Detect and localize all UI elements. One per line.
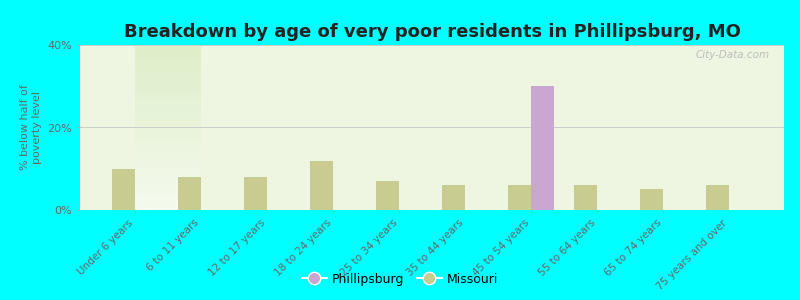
- Bar: [178, 177, 201, 210]
- Bar: [640, 189, 663, 210]
- Bar: [112, 169, 135, 210]
- Bar: [310, 160, 333, 210]
- Bar: [508, 185, 531, 210]
- Bar: [531, 86, 554, 210]
- Bar: [706, 185, 729, 210]
- Bar: [574, 185, 597, 210]
- Y-axis label: % below half of
poverty level: % below half of poverty level: [21, 85, 42, 170]
- Text: City-Data.com: City-Data.com: [696, 50, 770, 60]
- Bar: [442, 185, 465, 210]
- Bar: [244, 177, 267, 210]
- Legend: Phillipsburg, Missouri: Phillipsburg, Missouri: [297, 268, 503, 291]
- Title: Breakdown by age of very poor residents in Phillipsburg, MO: Breakdown by age of very poor residents …: [123, 23, 741, 41]
- Bar: [376, 181, 399, 210]
